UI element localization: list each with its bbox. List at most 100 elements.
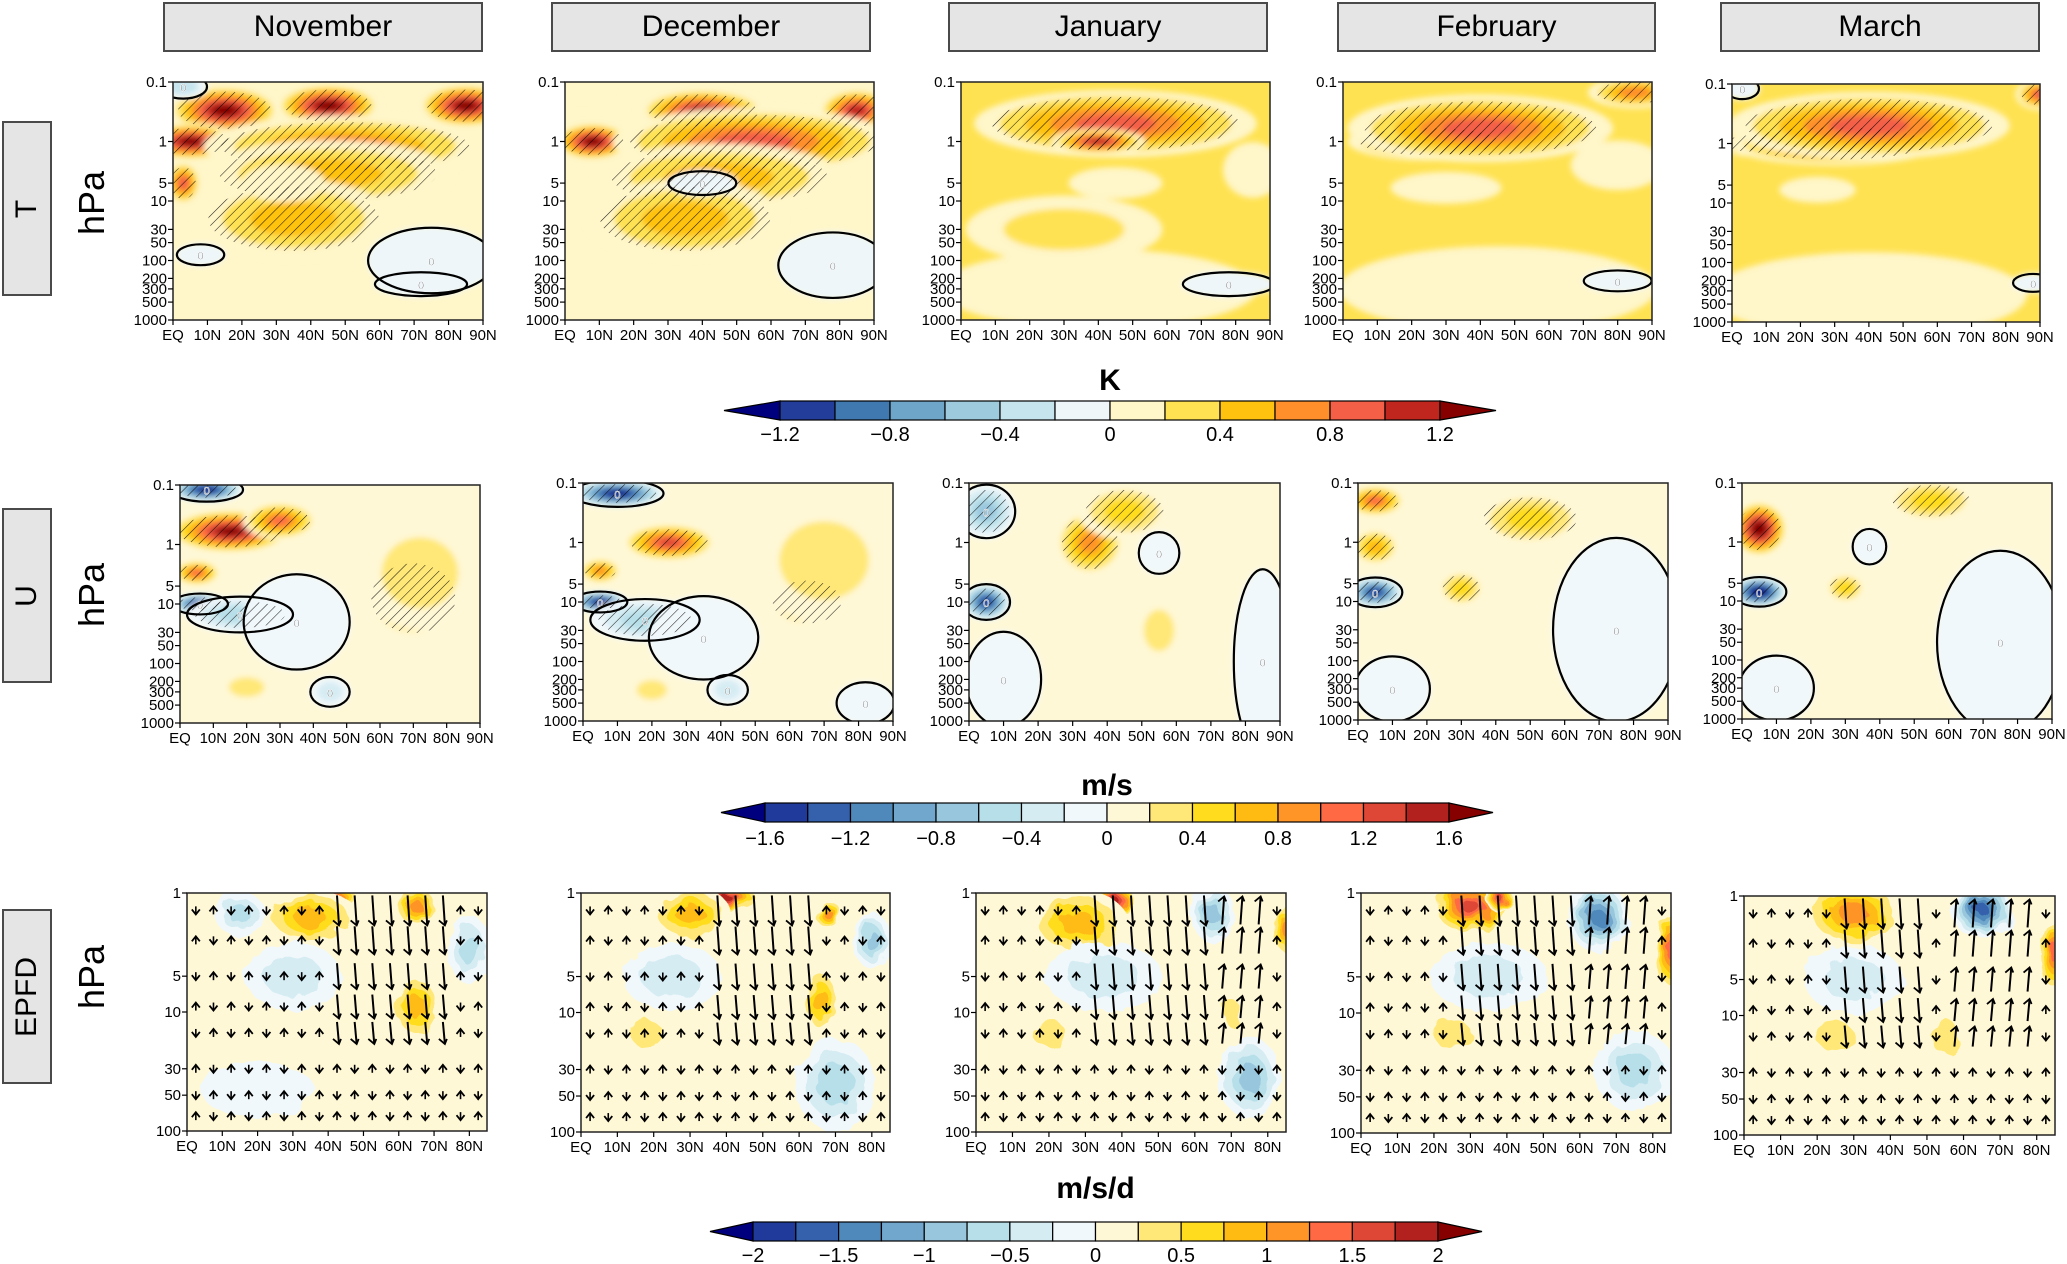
x-tick-label: 40N bbox=[1493, 1140, 1521, 1157]
y-tick-label: 500 bbox=[1701, 296, 1726, 313]
vector-arrowhead bbox=[1420, 971, 1430, 979]
vector-arrowhead bbox=[1602, 1022, 1613, 1030]
vector-arrowhead bbox=[821, 1090, 832, 1098]
vector-arrowhead bbox=[712, 1115, 723, 1123]
vector-arrow bbox=[1642, 896, 1647, 925]
x-tick-label: 30N bbox=[263, 327, 291, 344]
y-tick-label: 1000 bbox=[526, 312, 559, 329]
vector-arrowhead bbox=[1126, 1013, 1136, 1021]
vector-arrowhead bbox=[1181, 1038, 1191, 1047]
vector-arrowhead bbox=[712, 948, 723, 957]
vector-arrow bbox=[353, 994, 358, 1019]
vector-arrow bbox=[1861, 1025, 1866, 1048]
y-tick-label: 200 bbox=[149, 673, 174, 690]
vector-arrow bbox=[1460, 963, 1465, 990]
vector-arrowhead bbox=[980, 974, 990, 982]
vector-arrow bbox=[1533, 963, 1538, 990]
vector-arrow bbox=[1587, 964, 1592, 989]
y-tick-label: 500 bbox=[149, 697, 174, 714]
vector-arrowhead bbox=[998, 1115, 1009, 1123]
vector-arrow bbox=[1257, 896, 1262, 925]
y-tick-label: 500 bbox=[552, 695, 577, 712]
vector-arrow bbox=[1202, 963, 1207, 990]
vector-arrow bbox=[1130, 926, 1134, 955]
vector-arrowhead bbox=[1931, 911, 1941, 919]
vector-arrow bbox=[1202, 926, 1207, 955]
x-tick-label: 20N bbox=[1787, 329, 1815, 346]
colorbar-box bbox=[978, 802, 1023, 823]
colorbar-max-arrow bbox=[1439, 400, 1497, 421]
vector-arrowhead bbox=[279, 904, 289, 912]
vector-arrowhead bbox=[2041, 1067, 2051, 1075]
vector-arrowhead bbox=[839, 935, 850, 943]
x-tick-label: 10N bbox=[200, 730, 228, 747]
filled-contours bbox=[1744, 896, 2055, 1135]
contour-label: 0 bbox=[983, 598, 989, 610]
x-tick-label: 30N bbox=[1840, 1142, 1868, 1159]
vector-arrowhead bbox=[1126, 919, 1136, 927]
x-tick-label: 60N bbox=[785, 1139, 813, 1156]
vector-arrowhead bbox=[1493, 1013, 1503, 1021]
vector-arrow bbox=[1971, 930, 1976, 957]
colorbar-max-arrow bbox=[1448, 802, 1494, 823]
vector-arrowhead bbox=[1217, 1090, 1227, 1098]
x-tick-label: 20N bbox=[1803, 1142, 1831, 1159]
vector-arrowhead bbox=[1199, 919, 1209, 927]
vector-arrowhead bbox=[191, 908, 201, 916]
hatch-region bbox=[1358, 581, 1397, 603]
vector-arrowhead bbox=[749, 1013, 759, 1021]
x-tick-label: 10N bbox=[999, 1139, 1027, 1156]
x-tick-label: 20N bbox=[233, 730, 261, 747]
x-tick-label: 80N bbox=[435, 327, 463, 344]
vector-arrow bbox=[1496, 963, 1501, 990]
vector-arrowhead bbox=[438, 948, 448, 956]
vector-arrowhead bbox=[420, 948, 431, 956]
x-tick-label: 40N bbox=[1467, 327, 1495, 344]
vector-arrowhead bbox=[191, 1063, 201, 1071]
colorbar-tick-label: 0 bbox=[1104, 424, 1115, 446]
vector-arrow bbox=[752, 994, 757, 1020]
vector-arrow bbox=[1496, 895, 1501, 926]
vector-arrow bbox=[1989, 998, 1994, 1022]
vector-arrow bbox=[1515, 963, 1519, 990]
colorbar-box bbox=[935, 802, 980, 823]
y-tick-label: 1 bbox=[962, 885, 970, 902]
vector-arrowhead bbox=[1547, 1013, 1558, 1021]
y-tick-label: 50 bbox=[946, 636, 963, 653]
vector-arrowhead bbox=[785, 1115, 795, 1123]
vector-arrowhead bbox=[1511, 1112, 1521, 1120]
vector-arrow bbox=[1093, 926, 1098, 955]
x-tick-label: 30N bbox=[1432, 327, 1460, 344]
vector-arrowhead bbox=[1108, 1067, 1118, 1075]
y-tick-label: 5 bbox=[569, 576, 577, 593]
vector-arrowhead bbox=[1438, 935, 1448, 943]
vector-arrowhead bbox=[350, 1012, 360, 1021]
vector-arrowhead bbox=[1529, 1039, 1540, 1047]
vector-arrowhead bbox=[998, 1005, 1009, 1013]
vector-arrowhead bbox=[1401, 1064, 1412, 1072]
vector-arrowhead bbox=[492, 1006, 500, 1011]
vector-arrow bbox=[1239, 964, 1244, 989]
vector-arrowhead bbox=[1766, 1093, 1777, 1101]
vector-arrowhead bbox=[1931, 977, 1941, 985]
vector-arrow bbox=[1239, 1023, 1244, 1044]
vector-arrowhead bbox=[1511, 1039, 1521, 1047]
vector-arrowhead bbox=[694, 974, 704, 982]
vector-arrowhead bbox=[876, 1064, 886, 1072]
vector-arrowhead bbox=[1365, 908, 1375, 916]
vector-arrow bbox=[1515, 1023, 1519, 1046]
y-tick-label: 10 bbox=[150, 193, 167, 210]
colorbar-box bbox=[1191, 802, 1236, 823]
vector-arrowhead bbox=[261, 1031, 272, 1039]
contour-label: 0 bbox=[642, 616, 648, 628]
x-tick-label: EQ bbox=[958, 728, 980, 745]
vector-arrowhead bbox=[1291, 1030, 1299, 1035]
vector-arrow bbox=[734, 1022, 739, 1045]
y-tick-label: 10 bbox=[157, 596, 174, 613]
vector-arrowhead bbox=[279, 1089, 289, 1097]
vector-arrowhead bbox=[385, 983, 395, 991]
